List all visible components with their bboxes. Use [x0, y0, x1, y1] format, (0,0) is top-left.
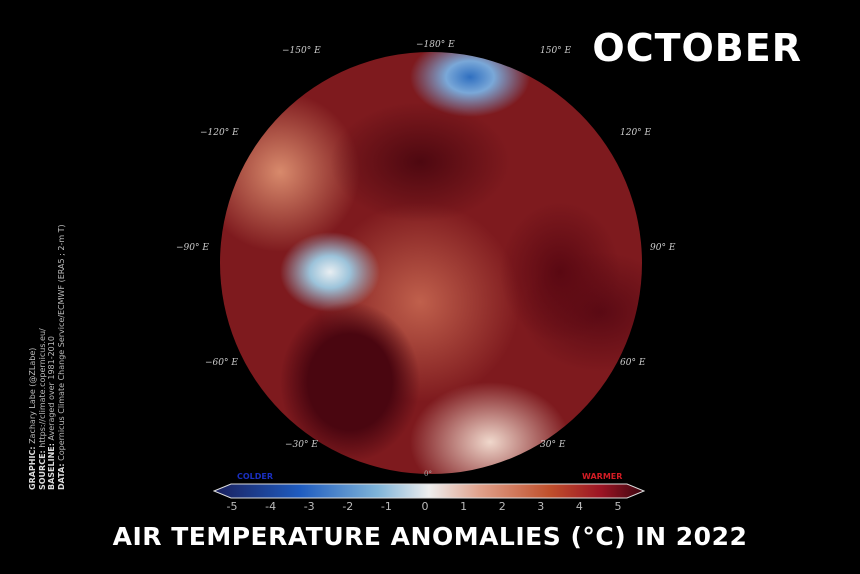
polar-temperature-anomaly-map: [220, 52, 642, 474]
figure-title: AIR TEMPERATURE ANOMALIES (°C) IN 2022: [112, 522, 748, 551]
lon-label: 30° E: [540, 440, 566, 450]
colorbar-tick-label: 0: [421, 500, 429, 513]
lon-label: −120° E: [200, 128, 239, 138]
month-title: OCTOBER: [592, 26, 802, 70]
colorbar-tick-label: -3: [303, 500, 315, 513]
colorbar-tick-label: -1: [380, 500, 392, 513]
colorbar-tick-label: 1: [460, 500, 468, 513]
lon-label: −150° E: [282, 46, 321, 56]
colorbar-bar: [213, 483, 645, 499]
lon-label: 0°: [424, 470, 432, 478]
colorbar-tick-label: 3: [537, 500, 545, 513]
lon-label: −30° E: [285, 440, 318, 450]
lon-label: 150° E: [540, 46, 572, 56]
lon-label: −90° E: [176, 243, 209, 253]
colorbar: [213, 483, 645, 499]
colorbar-tick-label: -2: [342, 500, 354, 513]
colorbar-tick-label: 4: [575, 500, 583, 513]
colder-label: COLDER: [237, 472, 274, 481]
warmer-label: WARMER: [582, 472, 623, 481]
colorbar-tick-label: 5: [614, 500, 622, 513]
colorbar-tick-label: -4: [265, 500, 277, 513]
credits: GRAPHIC: Zachary Labe (@ZLabe) SOURCE: h…: [28, 224, 66, 490]
lon-label: 90° E: [650, 243, 676, 253]
lon-label: −180° E: [416, 40, 455, 50]
colorbar-tick-label: -5: [226, 500, 238, 513]
lon-label: 60° E: [620, 358, 646, 368]
lon-label: −60° E: [205, 358, 238, 368]
colorbar-tick-label: 2: [498, 500, 506, 513]
lon-label: 120° E: [620, 128, 652, 138]
